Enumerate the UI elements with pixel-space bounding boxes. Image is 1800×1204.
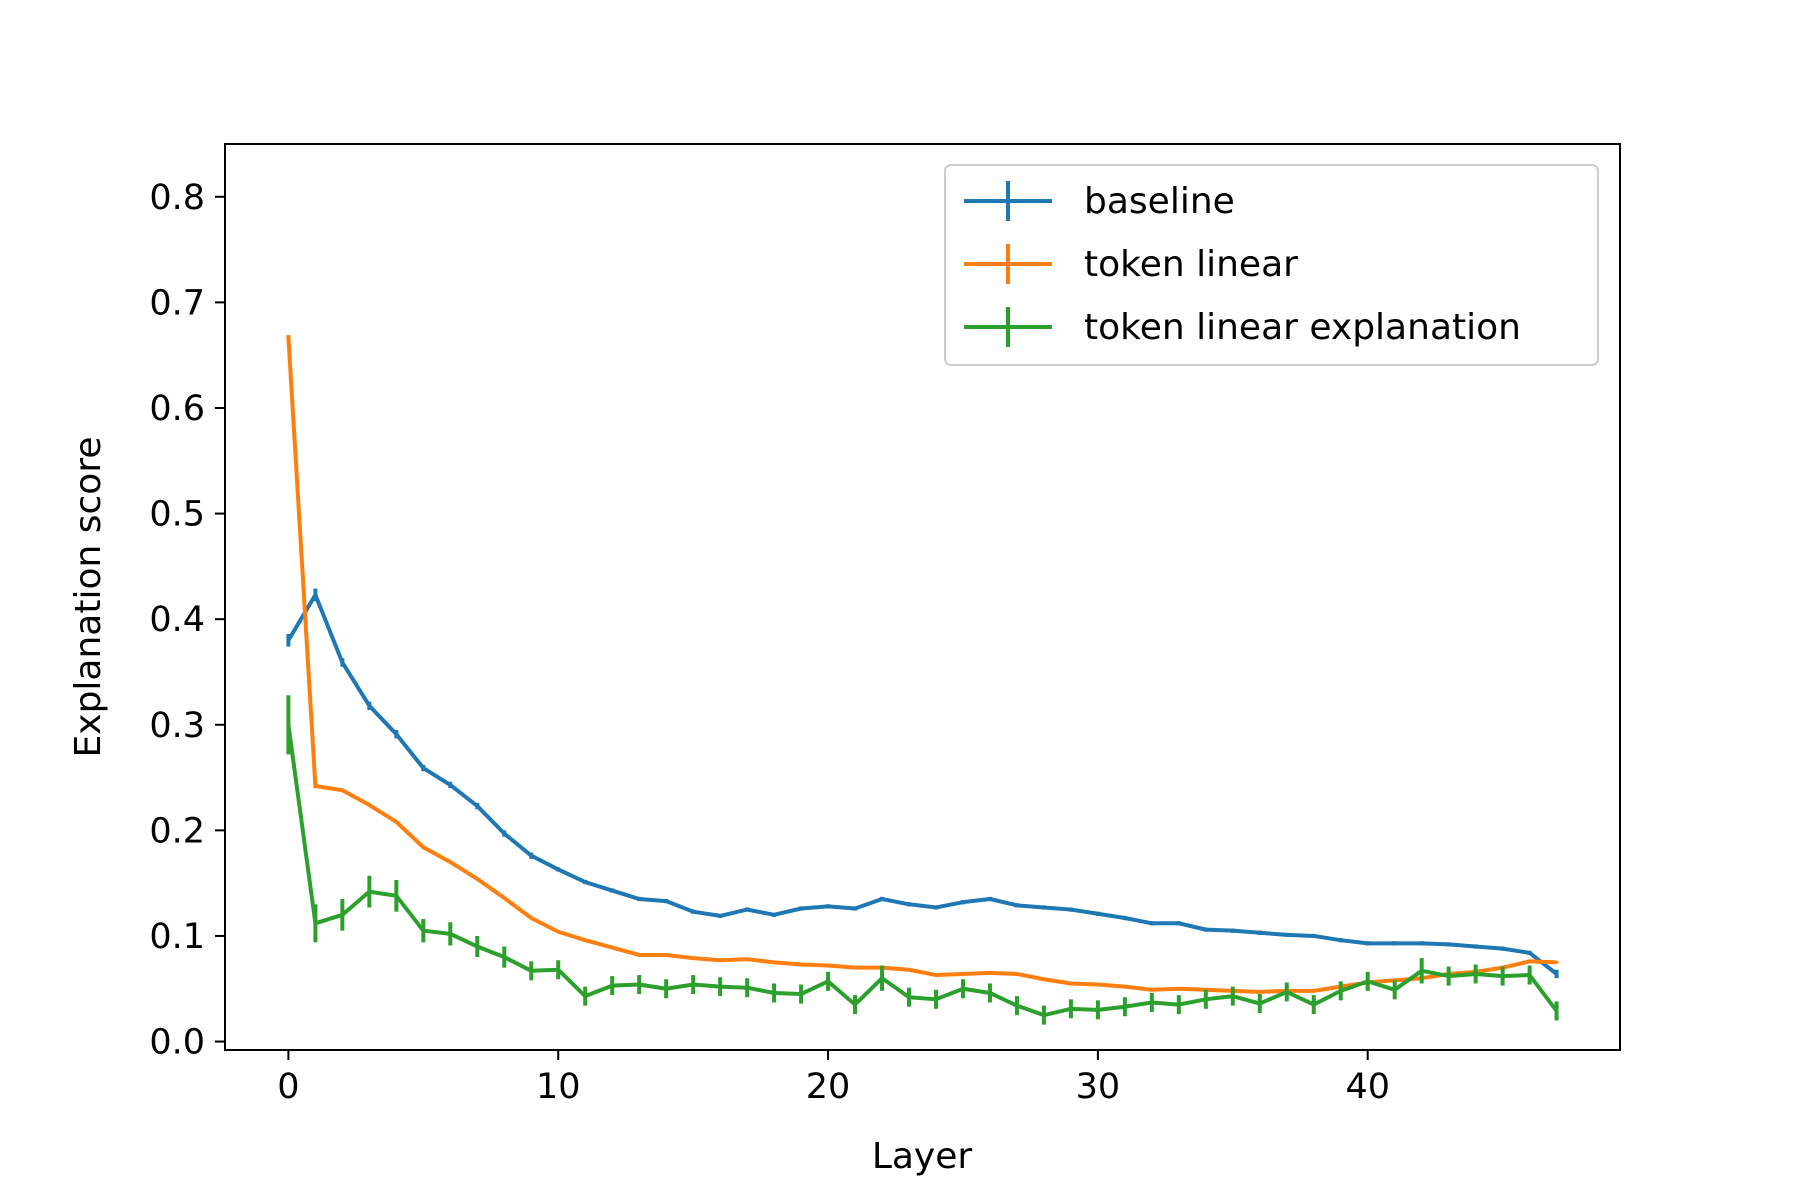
series-baseline xyxy=(286,588,1559,979)
y-tick-label: 0.7 xyxy=(149,283,205,323)
series-token-linear xyxy=(286,335,1559,994)
y-tick-label: 0.6 xyxy=(149,389,205,429)
legend-entry: token linear xyxy=(964,244,1298,285)
x-tick-label: 0 xyxy=(277,1067,299,1107)
y-tick-label: 0.1 xyxy=(149,917,205,957)
legend: baseline token linear token linear explana… xyxy=(944,164,1599,366)
y-tick-label: 0.8 xyxy=(149,178,205,218)
legend-entry: baseline xyxy=(964,181,1235,222)
legend-box xyxy=(944,164,1599,366)
series-layer xyxy=(286,335,1559,1025)
legend-entry: token linear explanation xyxy=(964,307,1521,348)
x-axis: 0 10 20 30 40 xyxy=(277,1050,1390,1107)
x-axis-label: Layer xyxy=(872,1136,973,1177)
y-tick-label: 0.2 xyxy=(149,811,205,851)
y-tick-label: 0.5 xyxy=(149,495,205,535)
y-tick-label: 0.3 xyxy=(149,706,205,746)
y-tick-label: 0.0 xyxy=(149,1023,205,1063)
series-line xyxy=(286,592,1558,976)
legend-label: baseline xyxy=(1084,181,1235,222)
series-token-linear-explanation xyxy=(286,695,1559,1025)
y-tick-label: 0.4 xyxy=(149,600,205,640)
x-tick-label: 30 xyxy=(1076,1067,1121,1107)
plot-frame xyxy=(224,143,1621,1051)
y-axis-label: Explanation score xyxy=(68,437,109,758)
x-tick-label: 10 xyxy=(536,1067,581,1107)
legend-label: token linear xyxy=(1084,244,1298,285)
y-axis: 0.0 0.1 0.2 0.3 0.4 0.5 0.6 0.7 0.8 xyxy=(149,178,225,1063)
x-tick-label: 40 xyxy=(1345,1067,1390,1107)
x-tick-label: 20 xyxy=(806,1067,851,1107)
series-line xyxy=(286,724,1559,1018)
legend-label: token linear explanation xyxy=(1084,307,1521,348)
series-line xyxy=(286,337,1557,994)
